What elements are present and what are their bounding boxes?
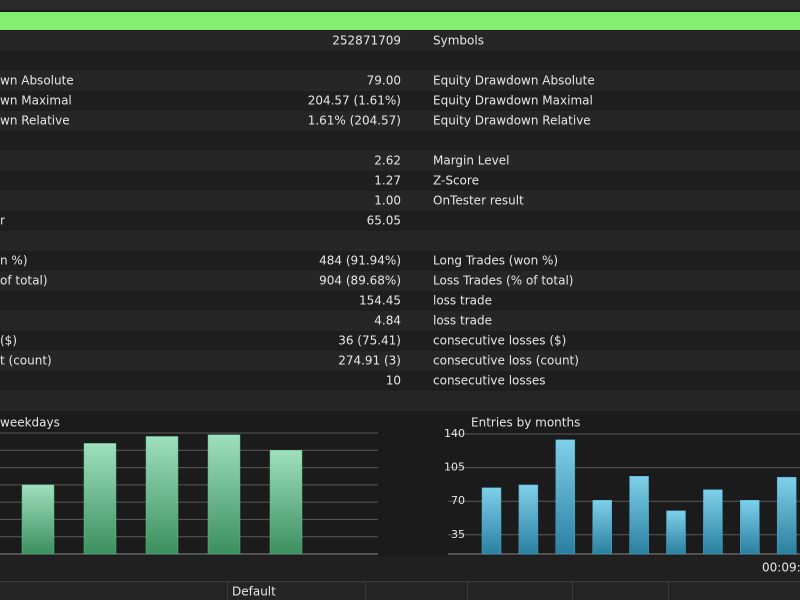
y-tick-label: 70 bbox=[451, 494, 465, 507]
bar bbox=[703, 489, 723, 555]
bar bbox=[740, 499, 760, 555]
row-bg bbox=[0, 191, 800, 211]
row-label: wn Absolute bbox=[0, 74, 74, 88]
row-bg bbox=[0, 351, 800, 371]
row-value: 1.61% (204.57) bbox=[308, 114, 401, 128]
status-time: 00:09:4 bbox=[762, 561, 800, 575]
row-right-label: loss trade bbox=[433, 294, 492, 308]
row-bg bbox=[0, 271, 800, 291]
row-bg bbox=[0, 391, 800, 411]
row-label: wn Maximal bbox=[0, 94, 72, 108]
row-bg bbox=[0, 291, 800, 311]
bar bbox=[629, 475, 649, 555]
row-value: 154.45 bbox=[359, 294, 401, 308]
row-value: 1.00 bbox=[374, 194, 401, 208]
status-bar bbox=[0, 556, 800, 581]
row-right-label: Loss Trades (% of total) bbox=[433, 274, 573, 288]
y-tick-label: 105 bbox=[444, 461, 465, 474]
bar bbox=[555, 439, 576, 555]
row-bg bbox=[0, 71, 800, 91]
row-value: 484 (91.94%) bbox=[319, 254, 401, 268]
footer-separators bbox=[0, 581, 800, 600]
row-value: 252871709 bbox=[332, 34, 401, 48]
row-right-label: consecutive loss (count) bbox=[433, 354, 579, 368]
row-value: 204.57 (1.61%) bbox=[308, 94, 401, 108]
bar bbox=[21, 484, 55, 555]
row-bg bbox=[0, 111, 800, 131]
row-bg bbox=[0, 91, 800, 111]
bar bbox=[83, 443, 117, 555]
row-right-label: Equity Drawdown Maximal bbox=[433, 94, 593, 108]
row-value: 10 bbox=[386, 374, 401, 388]
row-right-label: Margin Level bbox=[433, 154, 509, 168]
row-bg bbox=[0, 151, 800, 171]
row-right-label: Equity Drawdown Relative bbox=[433, 114, 591, 128]
row-right-label: Z-Score bbox=[433, 174, 479, 188]
row-value: 4.84 bbox=[374, 314, 401, 328]
row-label: of total) bbox=[0, 274, 48, 288]
row-bg bbox=[0, 251, 800, 271]
bar bbox=[776, 476, 797, 555]
row-value: 1.27 bbox=[374, 174, 401, 188]
row-right-label: OnTester result bbox=[433, 194, 524, 208]
row-bg bbox=[0, 31, 800, 51]
row-right-label: Symbols bbox=[433, 34, 484, 48]
bar bbox=[269, 450, 303, 555]
row-bg bbox=[0, 171, 800, 191]
row-label: wn Relative bbox=[0, 114, 70, 128]
row-right-label: consecutive losses ($) bbox=[433, 334, 566, 348]
row-value: 65.05 bbox=[367, 214, 401, 228]
chart-title: weekdays bbox=[0, 416, 60, 430]
row-label: n %) bbox=[0, 254, 28, 268]
bar bbox=[592, 499, 612, 555]
row-bg bbox=[0, 371, 800, 391]
footer-cell: Default bbox=[232, 585, 276, 599]
bar bbox=[666, 510, 686, 555]
top-strip bbox=[0, 0, 800, 10]
row-bg bbox=[0, 51, 800, 71]
row-value: 2.62 bbox=[374, 154, 401, 168]
footer-row bbox=[0, 582, 800, 600]
row-bg bbox=[0, 231, 800, 251]
row-label: ($) bbox=[0, 334, 17, 348]
chart-title: Entries by months bbox=[471, 416, 580, 430]
row-value: 904 (89.68%) bbox=[319, 274, 401, 288]
progress-bar bbox=[0, 12, 800, 30]
row-value: 36 (75.41) bbox=[338, 334, 401, 348]
row-value: 274.91 (3) bbox=[338, 354, 401, 368]
row-bg bbox=[0, 331, 800, 351]
row-right-label: loss trade bbox=[433, 314, 492, 328]
row-right-label: Equity Drawdown Absolute bbox=[433, 74, 595, 88]
bar bbox=[481, 487, 502, 555]
row-value: 79.00 bbox=[367, 74, 401, 88]
bar bbox=[207, 434, 241, 555]
row-label: t (count) bbox=[0, 354, 52, 368]
row-right-label: consecutive losses bbox=[433, 374, 546, 388]
y-tick-label: 140 bbox=[444, 427, 465, 440]
row-label: r bbox=[0, 214, 5, 228]
row-bg bbox=[0, 131, 800, 151]
bar bbox=[518, 484, 539, 555]
row-right-label: Long Trades (won %) bbox=[433, 254, 558, 268]
bar bbox=[145, 436, 179, 555]
row-bg bbox=[0, 311, 800, 331]
row-bg bbox=[0, 211, 800, 231]
y-tick-label: 35 bbox=[451, 528, 465, 541]
